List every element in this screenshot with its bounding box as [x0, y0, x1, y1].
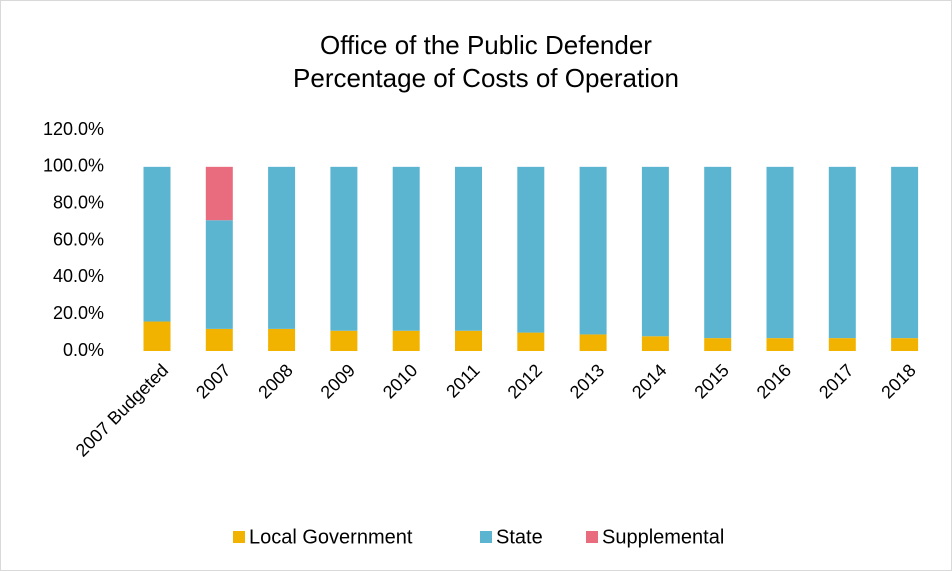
y-tick-label: 80.0% — [53, 192, 104, 212]
bar-segment — [517, 166, 545, 333]
bar-segment — [205, 166, 233, 221]
legend-label: Local Government — [249, 526, 413, 548]
bar-segment — [828, 338, 856, 351]
bar-segment — [579, 334, 607, 351]
y-tick-label: 100.0% — [43, 156, 104, 176]
y-tick-label: 20.0% — [53, 303, 104, 323]
bar-segment — [704, 166, 732, 339]
legend-label: State — [496, 526, 543, 548]
bar-segment — [891, 166, 919, 339]
legend-swatch — [233, 531, 245, 543]
bar-segment — [766, 338, 794, 351]
y-tick-label: 0.0% — [63, 340, 104, 360]
bar-segment — [330, 330, 358, 351]
bar-segment — [766, 166, 794, 339]
bar-segment — [579, 166, 607, 335]
legend-swatch — [586, 531, 598, 543]
bar-segment — [205, 328, 233, 351]
bar-segment — [891, 338, 919, 351]
bar-segment — [641, 336, 669, 351]
bar-segment — [143, 166, 171, 322]
chart-title: Percentage of Costs of Operation — [293, 63, 679, 93]
y-tick-label: 40.0% — [53, 266, 104, 286]
bar-segment — [392, 166, 420, 331]
bar-segment — [392, 330, 420, 351]
bar-segment — [143, 321, 171, 351]
y-tick-label: 60.0% — [53, 229, 104, 249]
chart-title: Office of the Public Defender — [320, 30, 652, 60]
bar-segment — [455, 166, 482, 331]
y-tick-label: 120.0% — [43, 119, 104, 139]
bar-segment — [455, 330, 482, 351]
legend-label: Supplemental — [602, 526, 724, 548]
bar-segment — [268, 166, 296, 329]
bar-segment — [517, 332, 545, 351]
bar-segment — [828, 166, 856, 339]
bar-segment — [268, 328, 296, 351]
legend-swatch — [480, 531, 492, 543]
bar-segment — [704, 338, 732, 351]
bar-segment — [641, 166, 669, 337]
bar-segment — [205, 220, 233, 329]
bar-segment — [330, 166, 358, 331]
